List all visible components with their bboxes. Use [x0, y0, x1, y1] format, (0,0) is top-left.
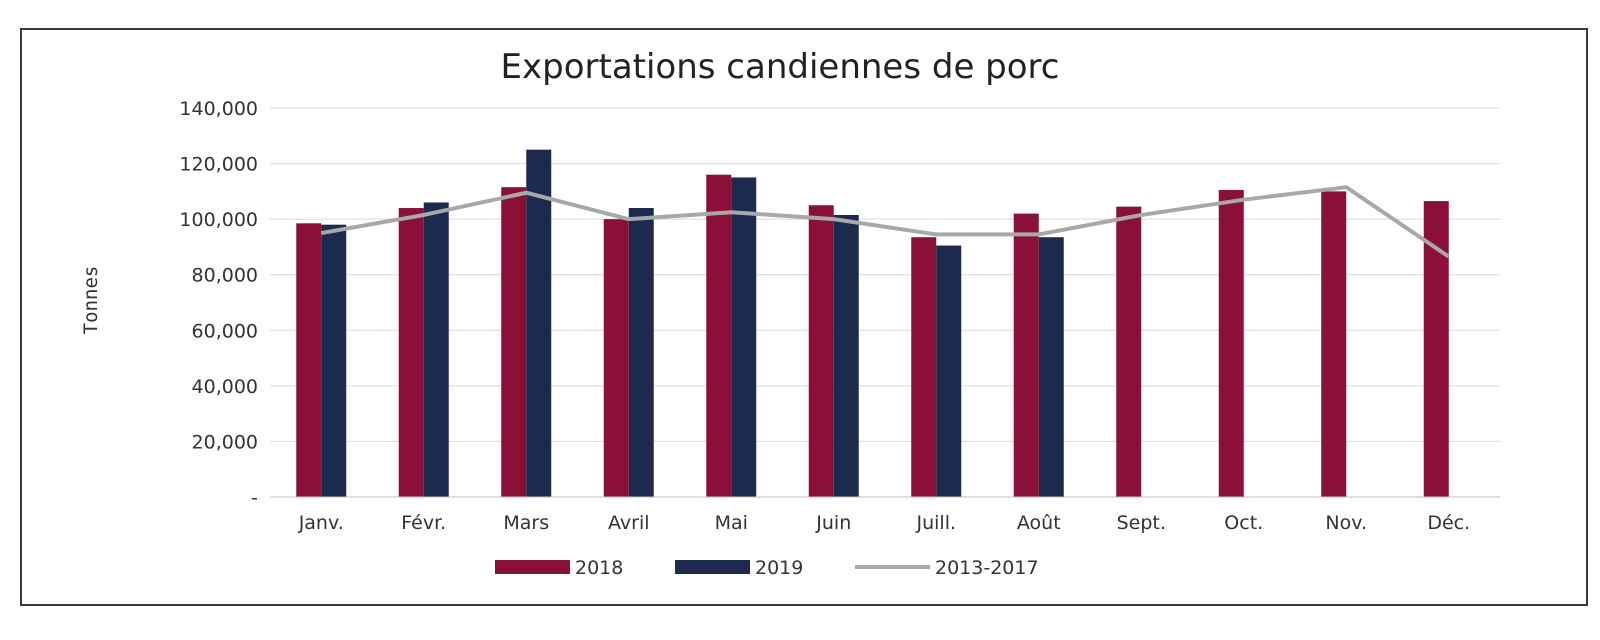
x-tick-label: Juin	[815, 512, 851, 534]
bars	[296, 149, 1449, 498]
bar-2018	[1013, 213, 1039, 498]
y-tick-label: 140,000	[179, 98, 258, 120]
x-tick-label: Juill.	[915, 512, 956, 534]
x-tick-label: Sept.	[1117, 512, 1166, 534]
bar-2018	[706, 174, 732, 497]
bar-2019	[526, 149, 552, 497]
bar-2018	[808, 205, 834, 497]
gridlines	[270, 107, 1500, 498]
x-tick-label: Mars	[503, 512, 549, 534]
legend-swatch-2018	[495, 560, 570, 574]
y-tick-label: 120,000	[179, 154, 258, 176]
legend-swatch-2019	[675, 560, 750, 574]
x-tick-label: Févr.	[401, 512, 446, 534]
bar-2018	[296, 223, 322, 497]
bar-2019	[423, 202, 449, 497]
chart-title: Exportations candiennes de porc	[501, 47, 1060, 87]
x-tick-label: Déc.	[1427, 512, 1470, 534]
bar-2018	[1116, 206, 1142, 497]
bar-2019	[628, 208, 654, 497]
legend-label-2019: 2019	[755, 557, 803, 579]
line-series	[320, 185, 1450, 259]
bar-2018	[603, 219, 629, 497]
x-tick-label: Janv.	[298, 512, 344, 534]
bar-2019	[731, 177, 757, 497]
bar-2019	[833, 214, 859, 497]
x-tick-label: Mai	[715, 512, 748, 534]
bar-2019	[1038, 237, 1064, 498]
y-tick-label: -	[251, 487, 258, 509]
legend: 2018 2019 2013-2017	[495, 557, 1039, 579]
bar-2018	[911, 237, 937, 498]
x-tick-label: Nov.	[1325, 512, 1367, 534]
axes: - 20,000 40,000 60,000 80,000 100,000 120,000 1…	[179, 98, 1500, 534]
bar-2018	[1321, 191, 1347, 497]
legend-label-2013-2017: 2013-2017	[935, 557, 1039, 579]
bar-2018	[398, 208, 424, 497]
x-tick-label: Avril	[608, 512, 650, 534]
y-tick-label: 20,000	[192, 431, 258, 453]
y-tick-label: 60,000	[192, 320, 258, 342]
bar-2019	[321, 224, 347, 497]
y-tick-label: 40,000	[192, 376, 258, 398]
x-tick-label: Oct.	[1224, 512, 1263, 534]
x-tick-label: Août	[1017, 512, 1061, 534]
legend-label-2018: 2018	[575, 557, 623, 579]
line-2013-2017	[320, 185, 1450, 259]
y-axis-label: Tonnes	[80, 266, 102, 335]
bar-2018	[1218, 189, 1244, 498]
bar-2019	[936, 245, 962, 497]
bar-2018	[501, 187, 527, 498]
bar-2018	[1423, 201, 1449, 497]
y-tick-label: 100,000	[179, 209, 258, 231]
y-tick-label: 80,000	[192, 265, 258, 287]
